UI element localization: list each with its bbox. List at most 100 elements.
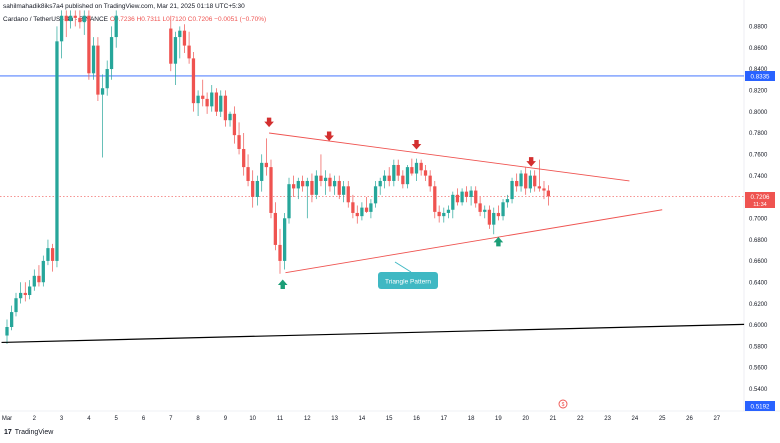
candle-down [542,188,546,191]
candle-down [423,170,428,176]
candle-up [360,207,364,217]
candle-up [378,180,382,187]
symbol-title: Cardano / TetherUS · 4h · BINANCE [3,16,109,23]
x-tick-label: 5 [115,416,119,422]
ohlc-values: O0.7236 H0.7311 L0.7120 C0.7206 −0.0051 … [109,16,267,23]
published-caption: sahilmahadik8iks7a4 published on Trading… [3,3,245,10]
x-tick-label: 22 [577,416,584,422]
x-tick-label: 7 [169,416,173,422]
candle-down [515,180,519,187]
candle-up [14,298,18,313]
candle-up [91,45,96,74]
y-tick-label: 0.8000 [749,110,768,116]
candle-up [105,69,109,89]
candle-up [46,248,50,261]
upper-trendline [269,132,630,182]
candle-up [68,15,73,22]
tradingview-logo-icon: 17 [4,429,12,436]
candle-down [533,175,537,187]
down-arrow-marker [264,117,274,128]
x-tick-label: 27 [713,416,720,422]
x-tick-label: 2 [33,416,37,422]
x-tick-label: 21 [550,416,557,422]
y-tick-label: 0.8600 [749,46,768,52]
y-tick-label: 0.6400 [749,280,768,286]
y-tick-label: 0.7000 [749,216,768,222]
candle-down [264,162,268,168]
candle-up [469,190,473,197]
candle-down [201,95,205,99]
candle-up [505,199,510,203]
candle-up [219,95,223,112]
candle-up [519,173,523,187]
candle-down [292,184,296,189]
y-tick-label: 0.5600 [749,366,768,372]
down-arrow-marker [324,131,334,142]
x-tick-label: 17 [440,416,447,422]
candle-down [232,113,237,136]
candle-down [169,28,173,64]
candle-up [173,37,178,64]
x-tick-label: 15 [386,416,393,422]
candle-down [524,173,528,189]
y-tick-label: 0.6200 [749,302,768,308]
x-tick-label: 14 [359,416,366,422]
candle-down [546,190,550,197]
candle-up [109,37,114,70]
candle-down [96,45,100,95]
candle-down [419,162,423,171]
candle-up [373,186,378,204]
x-tick-label: 18 [468,416,475,422]
candle-down [64,15,68,22]
x-tick-label: 4 [87,416,91,422]
candle-up [442,212,446,217]
y-tick-label: 0.8200 [749,89,768,95]
event-flag-icon[interactable] [558,399,568,409]
tradingview-logo[interactable]: 17 TradingView [4,429,53,436]
candle-up [492,212,496,225]
x-tick-label: 9 [224,416,228,422]
symbol-line: Cardano / TetherUS · 4h · BINANCE O0.723… [3,16,266,23]
callout-leader [394,261,412,273]
x-tick-label: 24 [632,416,639,422]
x-tick-label: Mar [2,416,12,422]
candle-up [392,164,396,181]
candle-down [487,209,492,225]
candle-up [82,15,86,23]
candle-down [319,175,323,181]
x-tick-label: 25 [659,416,666,422]
candle-down [301,180,305,187]
candle-down [37,275,41,283]
y-tick-label: 0.7600 [749,153,768,159]
candle-up [446,209,451,213]
candle-up [501,202,505,217]
callout-label: Triangle Pattern [385,279,431,286]
upper-level-badge-text: 0.8335 [751,74,770,81]
candle-up [460,191,464,203]
y-tick-label: 0.6800 [749,238,768,244]
candle-up [341,186,346,195]
candle-down [23,292,27,296]
callout-box[interactable] [378,272,438,289]
candle-up [59,15,64,42]
x-tick-label: 26 [686,416,693,422]
tradingview-logo-text: TradingView [14,429,54,436]
candle-up [32,275,36,287]
candle-down [410,167,414,174]
candle-down [78,17,82,23]
candle-up [5,327,9,336]
y-tick-label: 0.7400 [749,174,768,180]
candle-down [537,186,541,189]
candle-up [260,162,264,181]
x-tick-label: 8 [196,416,200,422]
candle-down [346,186,350,203]
x-tick-label: 3 [60,416,64,422]
x-tick-label: 13 [331,416,338,422]
candle-up [19,292,23,299]
lower-level-badge [745,401,775,411]
candle-up [255,180,259,197]
candle-down [223,95,228,121]
candle-down [273,212,277,245]
candle-down [310,180,314,195]
